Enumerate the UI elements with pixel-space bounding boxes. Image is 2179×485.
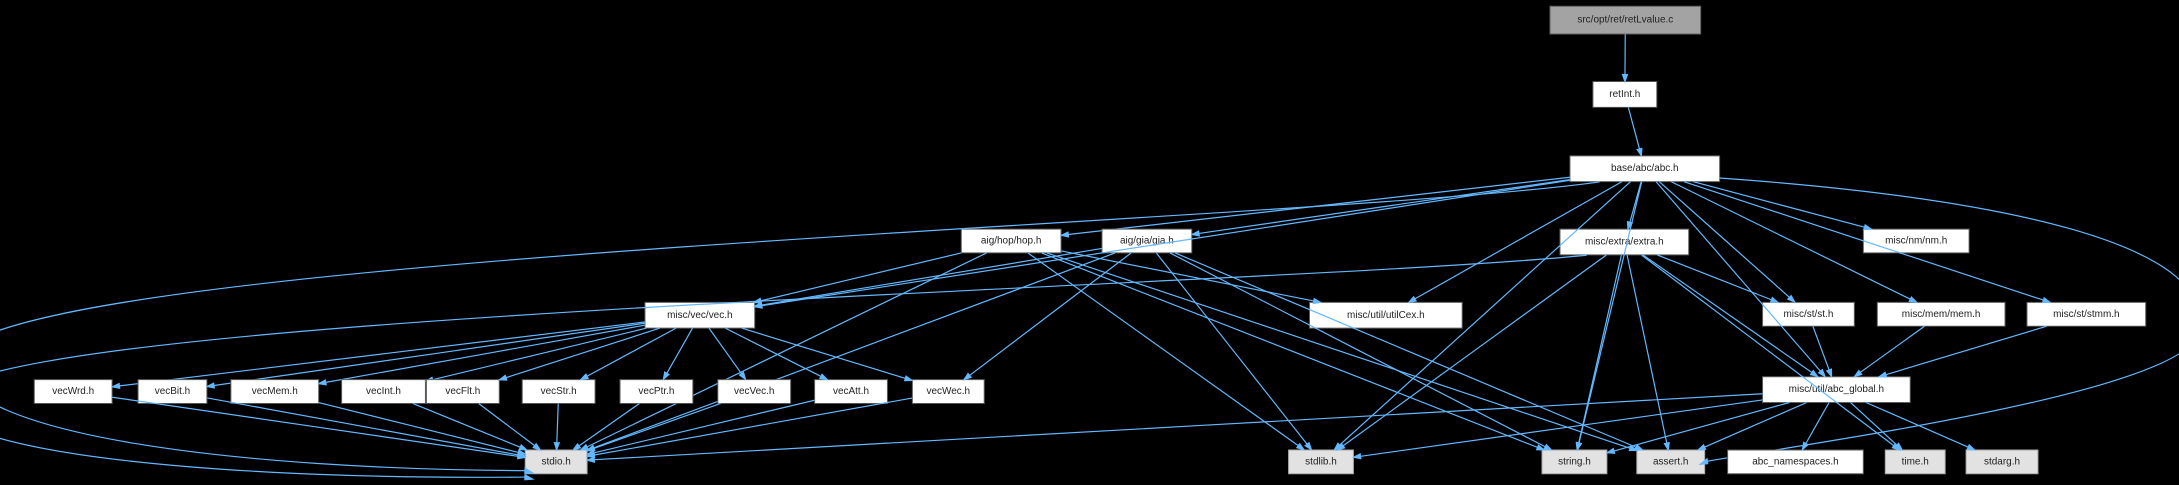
svg-text:vecWec.h: vecWec.h [926,386,970,397]
svg-text:stdio.h: stdio.h [541,456,570,467]
svg-text:assert.h: assert.h [1653,456,1688,467]
svg-text:base/abc/abc.h: base/abc/abc.h [1611,163,1679,174]
svg-text:misc/mem/mem.h: misc/mem/mem.h [1902,309,1981,320]
svg-text:vecWrd.h: vecWrd.h [52,386,94,397]
svg-text:stdarg.h: stdarg.h [1984,456,2020,467]
svg-text:aig/gia/gia.h: aig/gia/gia.h [1120,236,1174,247]
svg-text:misc/extra/extra.h: misc/extra/extra.h [1585,237,1664,248]
svg-text:abc_namespaces.h: abc_namespaces.h [1752,456,1839,467]
svg-text:time.h: time.h [1902,456,1929,467]
svg-text:vecVec.h: vecVec.h [734,386,774,397]
svg-text:misc/nm/nm.h: misc/nm/nm.h [1885,236,1947,247]
svg-text:vecFlt.h: vecFlt.h [445,386,480,397]
svg-text:vecInt.h: vecInt.h [366,386,401,397]
svg-text:misc/vec/vec.h: misc/vec/vec.h [667,310,732,321]
svg-text:vecPtr.h: vecPtr.h [638,386,674,397]
svg-text:misc/util/utilCex.h: misc/util/utilCex.h [1347,310,1425,321]
svg-text:src/opt/ret/retLvalue.c: src/opt/ret/retLvalue.c [1577,15,1673,26]
svg-text:vecMem.h: vecMem.h [252,386,298,397]
svg-text:vecAtt.h: vecAtt.h [833,386,869,397]
svg-text:retInt.h: retInt.h [1609,89,1640,100]
svg-text:misc/st/stmm.h: misc/st/stmm.h [2053,309,2119,320]
svg-text:vecStr.h: vecStr.h [541,386,577,397]
svg-text:aig/hop/hop.h: aig/hop/hop.h [981,236,1041,247]
svg-text:vecBit.h: vecBit.h [155,386,190,397]
svg-text:misc/util/abc_global.h: misc/util/abc_global.h [1789,384,1884,395]
svg-text:misc/st/st.h: misc/st/st.h [1783,309,1833,320]
svg-text:string.h: string.h [1558,456,1591,467]
svg-text:stdlib.h: stdlib.h [1305,456,1337,467]
